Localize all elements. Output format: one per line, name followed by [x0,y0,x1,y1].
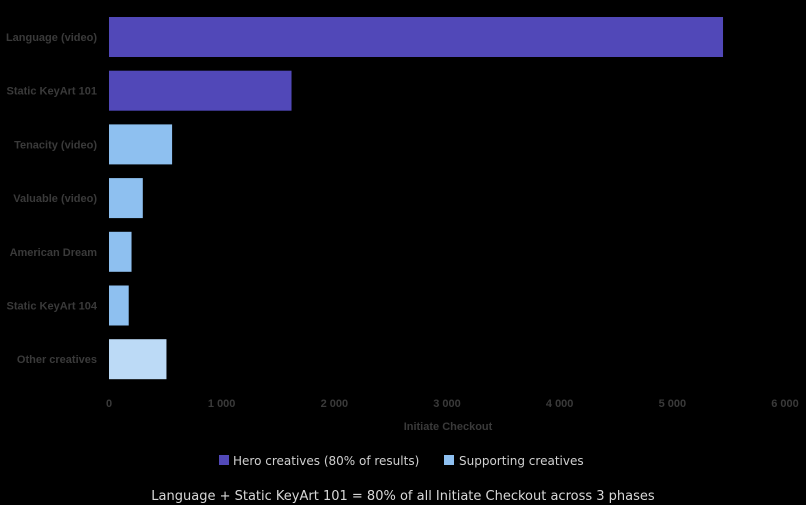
category-label-static-keyart-101: Static KeyArt 101 [7,86,98,98]
legend-label-hero: Hero creatives (80% of results) [233,454,419,468]
bar-static-keyart-101 [109,70,292,111]
x-tick-label-1000: 1 000 [208,398,236,410]
legend-swatch-supporting [444,455,454,465]
bars [109,17,724,380]
x-tick-label-4000: 4 000 [546,398,574,410]
x-tick-label-6000: 6 000 [771,398,799,410]
legend: Hero creatives (80% of results) Supporti… [219,454,584,468]
legend-swatch-hero [219,455,229,465]
x-tick-label-0: 0 [106,398,112,410]
category-label-other-creatives: Other creatives [17,354,97,366]
category-label-static-keyart-104: Static KeyArt 104 [7,301,98,313]
x-axis-ticks: 0 1 000 2 000 3 000 4 000 5 000 6 000 [106,398,799,410]
category-labels: Language (video) Static KeyArt 101 Tenacit… [6,32,98,366]
legend-label-supporting: Supporting creatives [459,454,584,468]
bar-static-keyart-104 [109,285,129,326]
bar-language-video [109,17,724,57]
bar-american-dream [109,231,132,272]
x-tick-label-3000: 3 000 [433,398,461,410]
category-label-language-video: Language (video) [6,32,97,44]
x-tick-label-5000: 5 000 [659,398,687,410]
x-tick-label-2000: 2 000 [321,398,349,410]
bar-valuable-video [109,178,143,219]
category-label-tenacity-video: Tenacity (video) [14,139,97,151]
x-axis-title: Initiate Checkout [404,421,493,433]
category-label-valuable-video: Valuable (video) [13,193,97,205]
chart-caption: Language + Static KeyArt 101 = 80% of al… [151,489,655,504]
bar-tenacity-video [109,124,173,165]
category-label-american-dream: American Dream [10,247,98,259]
bar-other-creatives [109,339,167,380]
